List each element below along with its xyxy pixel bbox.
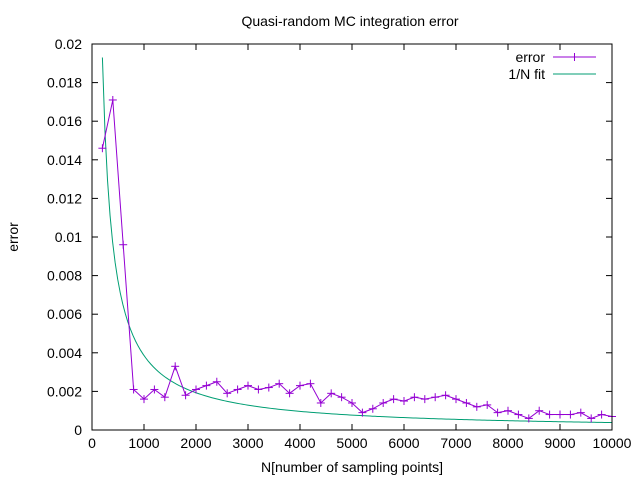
error-point	[524, 414, 533, 423]
error-point	[472, 402, 481, 411]
error-point	[316, 398, 325, 407]
x-tick-label: 3000	[232, 435, 263, 451]
y-tick-label: 0.016	[47, 113, 82, 129]
y-tick-label: 0.012	[47, 190, 82, 206]
error-point	[389, 395, 398, 404]
series-fit-line	[101, 57, 613, 424]
error-point	[202, 381, 211, 390]
error-point	[223, 389, 232, 398]
error-point	[296, 381, 304, 390]
series-error-line	[101, 99, 613, 419]
y-tick-label: 0.02	[55, 36, 82, 52]
error-point	[160, 393, 169, 402]
x-tick-label: 5000	[336, 435, 367, 451]
error-point	[420, 395, 429, 404]
x-tick-label: 7000	[440, 435, 471, 451]
error-point	[535, 406, 544, 415]
chart-title: Quasi-random MC integration error	[241, 13, 458, 29]
x-tick-label: 8000	[492, 435, 523, 451]
legend-label: 1/N fit	[508, 66, 545, 82]
error-point	[244, 381, 252, 390]
error-point	[441, 391, 450, 400]
legend-label: error	[515, 49, 545, 65]
error-point	[285, 389, 294, 398]
y-tick-label: 0.002	[47, 383, 82, 399]
error-point	[556, 410, 564, 419]
x-axis-label: N[number of sampling points]	[261, 459, 443, 475]
error-point	[233, 385, 242, 394]
error-point	[368, 404, 377, 413]
x-tick-label: 9000	[544, 435, 575, 451]
y-axis-label: error	[5, 222, 21, 252]
x-tick-label: 1000	[128, 435, 159, 451]
error-point	[212, 377, 221, 386]
error-point	[493, 408, 502, 417]
error-point	[431, 393, 440, 402]
error-point	[264, 383, 273, 392]
error-point	[98, 144, 107, 153]
error-point	[587, 414, 596, 423]
y-tick-label: 0.018	[47, 75, 82, 91]
error-point	[140, 395, 148, 404]
error-point	[171, 362, 180, 371]
error-point	[400, 397, 408, 406]
error-point	[254, 385, 263, 394]
y-tick-label: 0.01	[55, 229, 82, 245]
error-point	[108, 95, 117, 104]
x-tick-label: 6000	[388, 435, 419, 451]
error-point	[275, 379, 284, 388]
error-point	[129, 385, 138, 394]
error-point	[337, 393, 346, 402]
error-point	[348, 398, 356, 407]
error-point	[119, 240, 128, 249]
error-point	[379, 398, 388, 407]
error-point	[358, 408, 367, 417]
error-point	[181, 391, 190, 400]
error-point	[576, 408, 585, 417]
plot-area	[98, 57, 616, 424]
error-point	[504, 406, 512, 415]
error-point	[306, 379, 315, 388]
error-point	[462, 398, 471, 407]
error-point	[192, 385, 200, 394]
error-point	[483, 400, 492, 409]
y-tick-label: 0	[74, 422, 82, 438]
y-tick-label: 0.014	[47, 152, 82, 168]
plot-frame	[91, 43, 613, 431]
error-point	[452, 395, 460, 404]
x-tick-label: 0	[88, 435, 96, 451]
error-point	[327, 389, 336, 398]
error-point	[545, 410, 554, 419]
y-tick-label: 0.006	[47, 306, 82, 322]
x-tick-label: 10000	[593, 435, 632, 451]
error-point	[150, 385, 159, 394]
x-tick-label: 4000	[284, 435, 315, 451]
error-point	[514, 410, 523, 419]
axis-ticks: 0 1000 2000 3000 4000 5000 6000 7000 8000 9000 100…	[47, 36, 632, 451]
error-point	[410, 393, 419, 402]
error-point	[597, 410, 606, 419]
y-tick-label: 0.004	[47, 345, 82, 361]
error-point	[566, 410, 575, 419]
y-tick-label: 0.008	[47, 268, 82, 284]
x-tick-label: 2000	[180, 435, 211, 451]
